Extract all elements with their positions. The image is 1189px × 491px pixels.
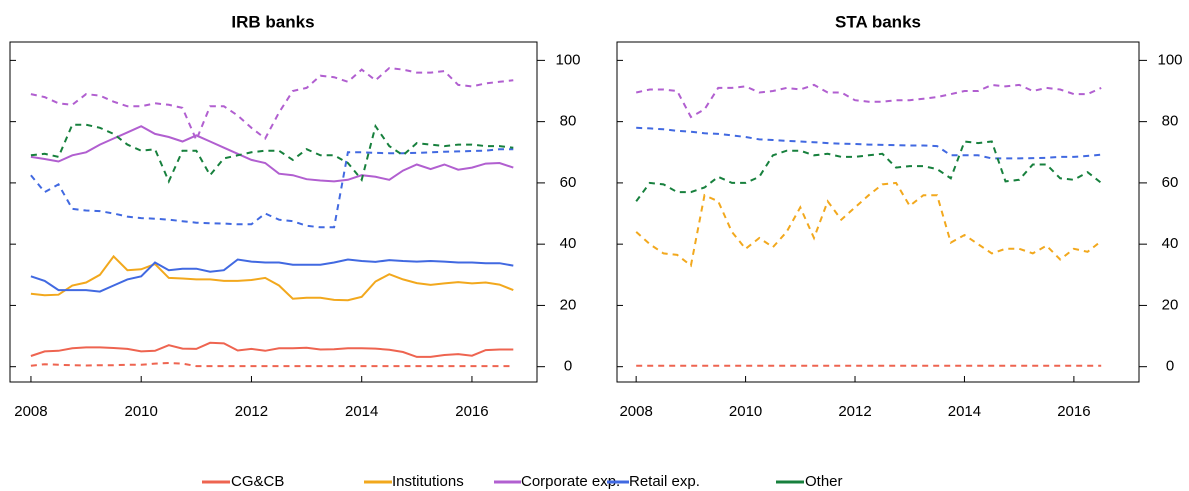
y-tick-label: 40 — [560, 235, 577, 252]
y-tick-label: 40 — [1162, 235, 1179, 252]
series-line — [635, 140, 1102, 202]
legend-label: Retail exp. — [629, 473, 700, 490]
plot-frame — [9, 41, 538, 383]
x-tick-label: 2014 — [948, 403, 981, 420]
x-tick-label: 2012 — [838, 403, 871, 420]
y-tick-label: 100 — [555, 51, 580, 68]
series-line — [30, 254, 514, 302]
legend-label: Other — [805, 473, 843, 490]
x-tick-label: 2014 — [345, 403, 378, 420]
series-line — [30, 341, 514, 358]
y-tick-label: 80 — [560, 113, 577, 130]
x-tick-label: 2012 — [235, 403, 268, 420]
y-tick-label: 100 — [1157, 51, 1182, 68]
legend-label: CG&CB — [231, 473, 284, 490]
legend: CG&CB Institutions Corporate exp. Retail… — [202, 473, 843, 490]
y-tick-label: 60 — [1162, 174, 1179, 191]
y-tick-label: 0 — [1166, 358, 1174, 375]
series-line — [30, 258, 514, 293]
y-tick-label: 80 — [1162, 113, 1179, 130]
x-tick-label: 2010 — [729, 403, 762, 420]
series-line — [30, 148, 514, 229]
y-tick-label: 0 — [564, 358, 572, 375]
y-tick-label: 60 — [560, 174, 577, 191]
series-line — [30, 361, 514, 368]
x-tick-label: 2016 — [1057, 403, 1090, 420]
legend-label: Institutions — [392, 473, 464, 490]
chart-title: STA banks — [835, 12, 921, 31]
y-tick-label: 20 — [1162, 296, 1179, 313]
legend-label: Corporate exp. — [521, 473, 620, 490]
x-tick-label: 2008 — [14, 403, 47, 420]
x-tick-label: 2016 — [455, 403, 488, 420]
plot-frame — [616, 41, 1140, 383]
y-tick-label: 20 — [560, 296, 577, 313]
series-line — [30, 123, 514, 184]
series-line — [30, 125, 514, 183]
chart-title: IRB banks — [231, 12, 314, 31]
series-line — [30, 66, 514, 143]
x-tick-label: 2010 — [125, 403, 158, 420]
series-line — [635, 83, 1102, 119]
series-line — [635, 181, 1102, 268]
x-tick-label: 2008 — [619, 403, 652, 420]
series-line — [636, 126, 1102, 160]
